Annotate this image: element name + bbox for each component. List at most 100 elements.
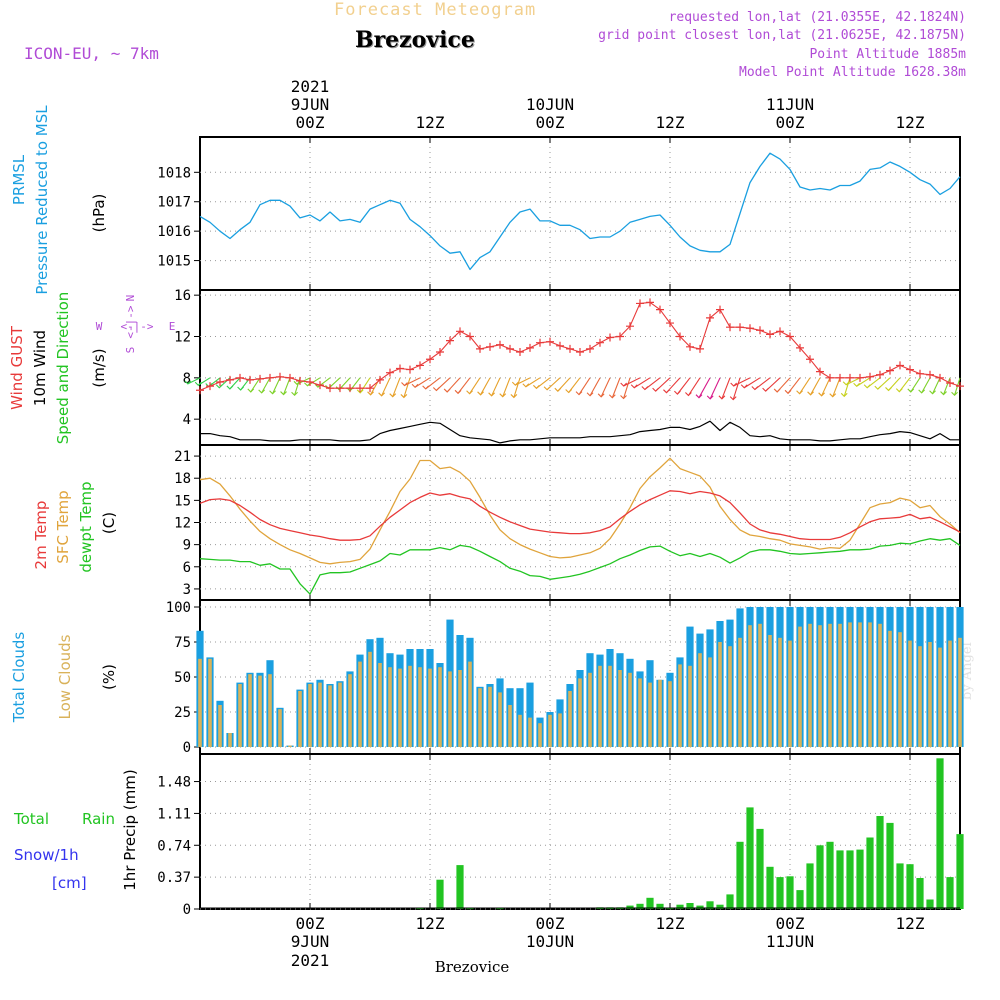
low-cloud-bar: [298, 691, 302, 747]
wind-direction-arrow: [261, 377, 271, 394]
wind-arrow-head: [401, 382, 408, 387]
wind-gust-marker: [786, 332, 794, 341]
wind-gust-marker: [206, 382, 214, 391]
wind-gust-marker: [306, 377, 314, 386]
dewpoint-label: dewpt Temp: [77, 481, 95, 572]
wind-direction-arrow: [403, 377, 411, 398]
wind-arrow-head: [641, 386, 649, 391]
low-cloud-bar: [908, 640, 912, 747]
wind-arrow-head: [907, 388, 915, 393]
wind-arrow-head: [554, 387, 562, 392]
compass-arrow-vertical: <-|->: [124, 305, 137, 338]
compass-s-label: S: [124, 347, 137, 354]
wind-arrow-head: [237, 386, 244, 391]
wind-arrow-head: [400, 394, 408, 399]
low-cloud-bar: [948, 640, 952, 747]
wind-arrow-head: [620, 395, 627, 400]
wind-direction-arrow: [250, 377, 261, 393]
low-cloud-bar: [588, 672, 592, 747]
rain-bar: [836, 850, 844, 909]
y-tick-label: 0.37: [157, 870, 191, 886]
y-tick-label: 25: [174, 705, 191, 721]
wind-gust-marker: [216, 377, 224, 386]
low-cloud-bar: [938, 647, 942, 747]
wind-direction-arrow: [732, 377, 741, 400]
compass-arrow-horizontal: <-|->: [120, 320, 153, 333]
wind-gust-marker: [536, 338, 544, 347]
wind-direction-arrow: [698, 377, 711, 398]
wind-direction-arrow: [633, 377, 651, 389]
pressure-unit-label: (hPa): [90, 194, 108, 233]
wind-gust-marker: [616, 332, 624, 341]
rain-bar: [946, 877, 954, 909]
wind-gust-marker: [266, 373, 274, 382]
forecast-title: Forecast Meteogram: [334, 0, 537, 20]
bottom-station-label: Brezovice: [435, 958, 510, 976]
wind-gust-marker: [846, 373, 854, 382]
low-cloud-bar: [718, 642, 722, 747]
rain-bar: [776, 877, 784, 909]
low-cloud-bar: [278, 709, 282, 747]
rain-bar: [756, 828, 764, 909]
wind-direction-arrow: [283, 377, 291, 395]
wind-direction-arrow: [392, 377, 401, 397]
low-cloud-bar: [638, 678, 642, 747]
wind-gust-marker: [626, 322, 634, 331]
wind-arrow-head: [247, 388, 255, 393]
low-cloud-bar: [918, 646, 922, 747]
wind-arrow-head: [762, 387, 770, 392]
wind-10m-label: 10m Wind: [31, 330, 49, 406]
wind-gust-marker: [666, 319, 674, 328]
rain-bar: [856, 849, 864, 909]
y-tick-label: 12: [174, 330, 191, 346]
low-cloud-bar: [828, 623, 832, 747]
low-cloud-bar: [498, 692, 502, 747]
dewpoint-line: [199, 538, 961, 595]
wind-arrow-head: [466, 390, 473, 395]
low-cloud-bar: [428, 668, 432, 747]
low-cloud-bar: [378, 663, 382, 747]
low-cloud-bar: [618, 670, 622, 747]
rain-bar: [496, 908, 504, 910]
wind-gust-marker: [476, 344, 484, 353]
low-cloud-bar: [788, 640, 792, 747]
wind-direction-arrow: [469, 377, 481, 395]
rain-bar: [926, 899, 934, 909]
low-cloud-bar: [658, 679, 662, 747]
bottom-day-label: 10JUN: [526, 932, 574, 951]
low-cloud-bar: [488, 686, 492, 747]
wind-direction-arrow: [687, 377, 701, 396]
y-tick-label: 3: [183, 582, 191, 598]
low-cloud-bar: [598, 665, 602, 747]
temp-unit-label: (C): [100, 512, 118, 534]
wind-gust-marker: [566, 344, 574, 353]
rain-bar: [716, 904, 724, 909]
wind-arrow-head: [718, 395, 726, 400]
y-tick-label: 4: [183, 412, 191, 428]
low-cloud-bar: [528, 717, 532, 747]
rain-bar: [656, 903, 664, 909]
wind-direction-arrow: [513, 377, 521, 398]
wind-arrow-head: [608, 394, 616, 399]
bottom-hour-label: 00Z: [296, 914, 325, 933]
wind-direction-arrow: [525, 377, 541, 388]
wind-arrow-head: [499, 393, 507, 398]
wind-arrow-head: [586, 392, 594, 397]
wind-gust-marker: [586, 344, 594, 353]
rain-bar: [916, 878, 924, 909]
wind-arrow-head: [291, 391, 298, 396]
wind-arrow-head: [378, 392, 386, 397]
wind-direction-arrow: [810, 377, 821, 396]
wind-gust-line: [199, 301, 961, 391]
wind-gust-marker: [326, 384, 334, 393]
wind-direction-arrow: [733, 377, 751, 387]
wind-gust-marker: [336, 384, 344, 393]
low-cloud-bar: [838, 623, 842, 747]
wind-gust-marker: [636, 299, 644, 308]
rain-label: Rain: [82, 810, 115, 828]
wind-arrow-head: [751, 386, 759, 391]
low-cloud-bar: [758, 623, 762, 747]
point-altitude: Point Altitude 1885m: [809, 47, 966, 62]
low-cloud-bar: [878, 623, 882, 747]
